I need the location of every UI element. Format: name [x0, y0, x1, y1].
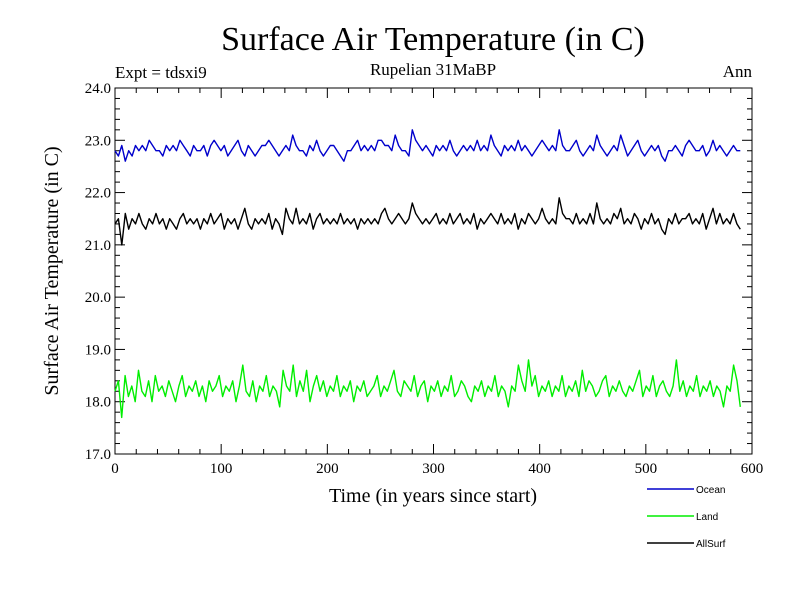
series-line-allsurf — [114, 197, 741, 246]
x-tick-label: 0 — [111, 461, 119, 477]
legend-label-allsurf: AllSurf — [696, 539, 726, 550]
y-axis-label: Surface Air Temperature (in C) — [41, 146, 63, 395]
x-tick-label: 200 — [316, 461, 339, 477]
chart-subtitle: Rupelian 31MaBP — [370, 60, 496, 79]
series-line-land — [114, 359, 741, 419]
legend: Ocean Land AllSurf — [647, 485, 726, 550]
y-tick-label: 20.0 — [85, 290, 111, 306]
series-line-ocean — [114, 129, 741, 162]
x-tick-label: 500 — [635, 461, 658, 477]
x-tick-label: 100 — [210, 461, 233, 477]
y-tick-label: 21.0 — [85, 238, 111, 254]
legend-label-land: Land — [696, 512, 718, 523]
y-tick-label: 23.0 — [85, 133, 111, 149]
season-label: Ann — [723, 62, 753, 81]
y-tick-label: 17.0 — [85, 447, 111, 463]
axis-ticks: 0 100 200 300 400 500 600 17.0 18.0 19.0 20.0 21.0 2… — [85, 81, 764, 477]
y-tick-label: 19.0 — [85, 342, 111, 358]
series-lines — [114, 129, 741, 419]
x-tick-label: 400 — [528, 461, 551, 477]
chart-title: Surface Air Temperature (in C) — [221, 21, 645, 58]
y-tick-label: 22.0 — [85, 186, 111, 202]
x-axis-label: Time (in years since start) — [329, 485, 537, 507]
expt-label: Expt = tdsxi9 — [115, 63, 207, 82]
y-tick-label: 18.0 — [85, 395, 111, 411]
x-tick-label: 300 — [422, 461, 445, 477]
x-tick-label: 600 — [741, 461, 764, 477]
plot-area — [114, 87, 753, 455]
y-tick-label: 24.0 — [85, 81, 111, 97]
legend-label-ocean: Ocean — [696, 485, 725, 496]
